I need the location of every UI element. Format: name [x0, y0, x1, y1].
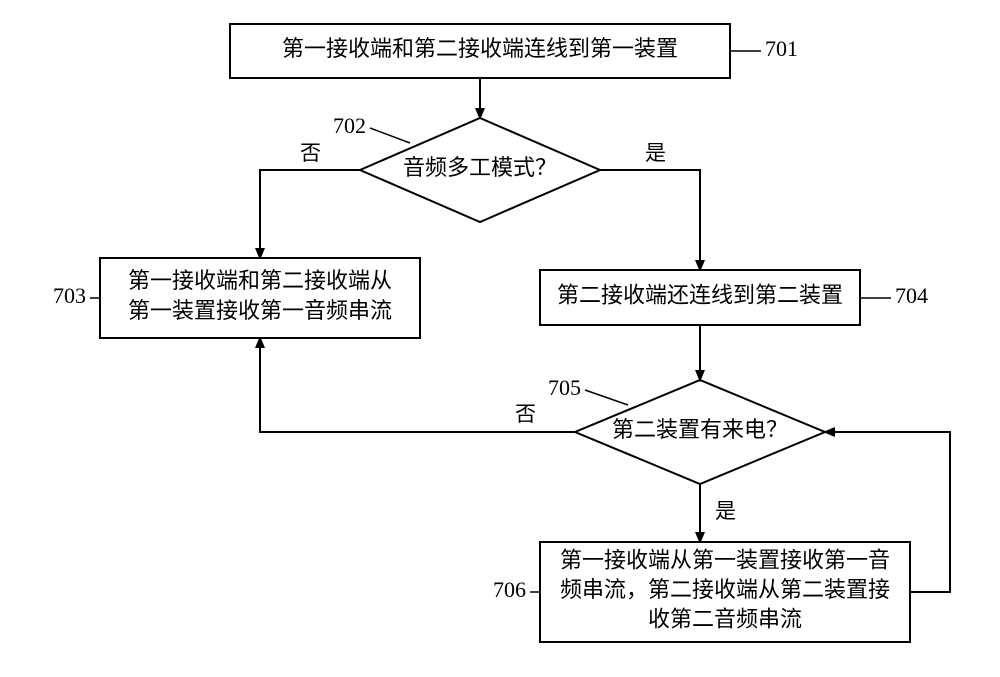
edge	[260, 170, 360, 258]
flow-box-text: 第二接收端还连线到第二装置	[557, 283, 843, 308]
ref-label: 706	[493, 577, 526, 602]
ref-label: 702	[333, 113, 366, 138]
ref-line	[370, 128, 410, 143]
flowchart-canvas: 第一接收端和第二接收端连线到第一装置音频多工模式？ 第一接收端和第二接收端从第一装…	[0, 0, 1000, 677]
flow-box-text: 收第二音频串流	[648, 607, 802, 632]
flow-box-text: 第一接收端从第一装置接收第一音	[560, 547, 890, 572]
flow-box-text: 频串流，第二接收端从第二装置接	[560, 577, 890, 602]
edge-label: 是	[715, 499, 736, 523]
flow-box-text: 第一接收端和第二接收端连线到第一装置	[282, 36, 678, 61]
ref-label: 703	[53, 283, 86, 308]
edge-label: 是	[645, 141, 666, 165]
flow-box-text: 第一接收端和第二接收端从	[128, 268, 392, 293]
flow-decision-text: 音频多工模式？	[403, 155, 557, 180]
ref-label: 704	[895, 283, 928, 308]
ref-label: 705	[548, 375, 581, 400]
edge-label: 否	[300, 141, 321, 165]
flow-box-text: 第一装置接收第一音频串流	[128, 298, 392, 323]
ref-label: 701	[765, 36, 798, 61]
flow-decision-text: 第二装置有来电？	[612, 417, 788, 442]
ref-line	[585, 390, 628, 405]
edge	[600, 170, 700, 270]
edge-label: 否	[515, 402, 536, 426]
nodes-layer: 第一接收端和第二接收端连线到第一装置音频多工模式？ 第一接收端和第二接收端从第一装…	[100, 24, 910, 642]
